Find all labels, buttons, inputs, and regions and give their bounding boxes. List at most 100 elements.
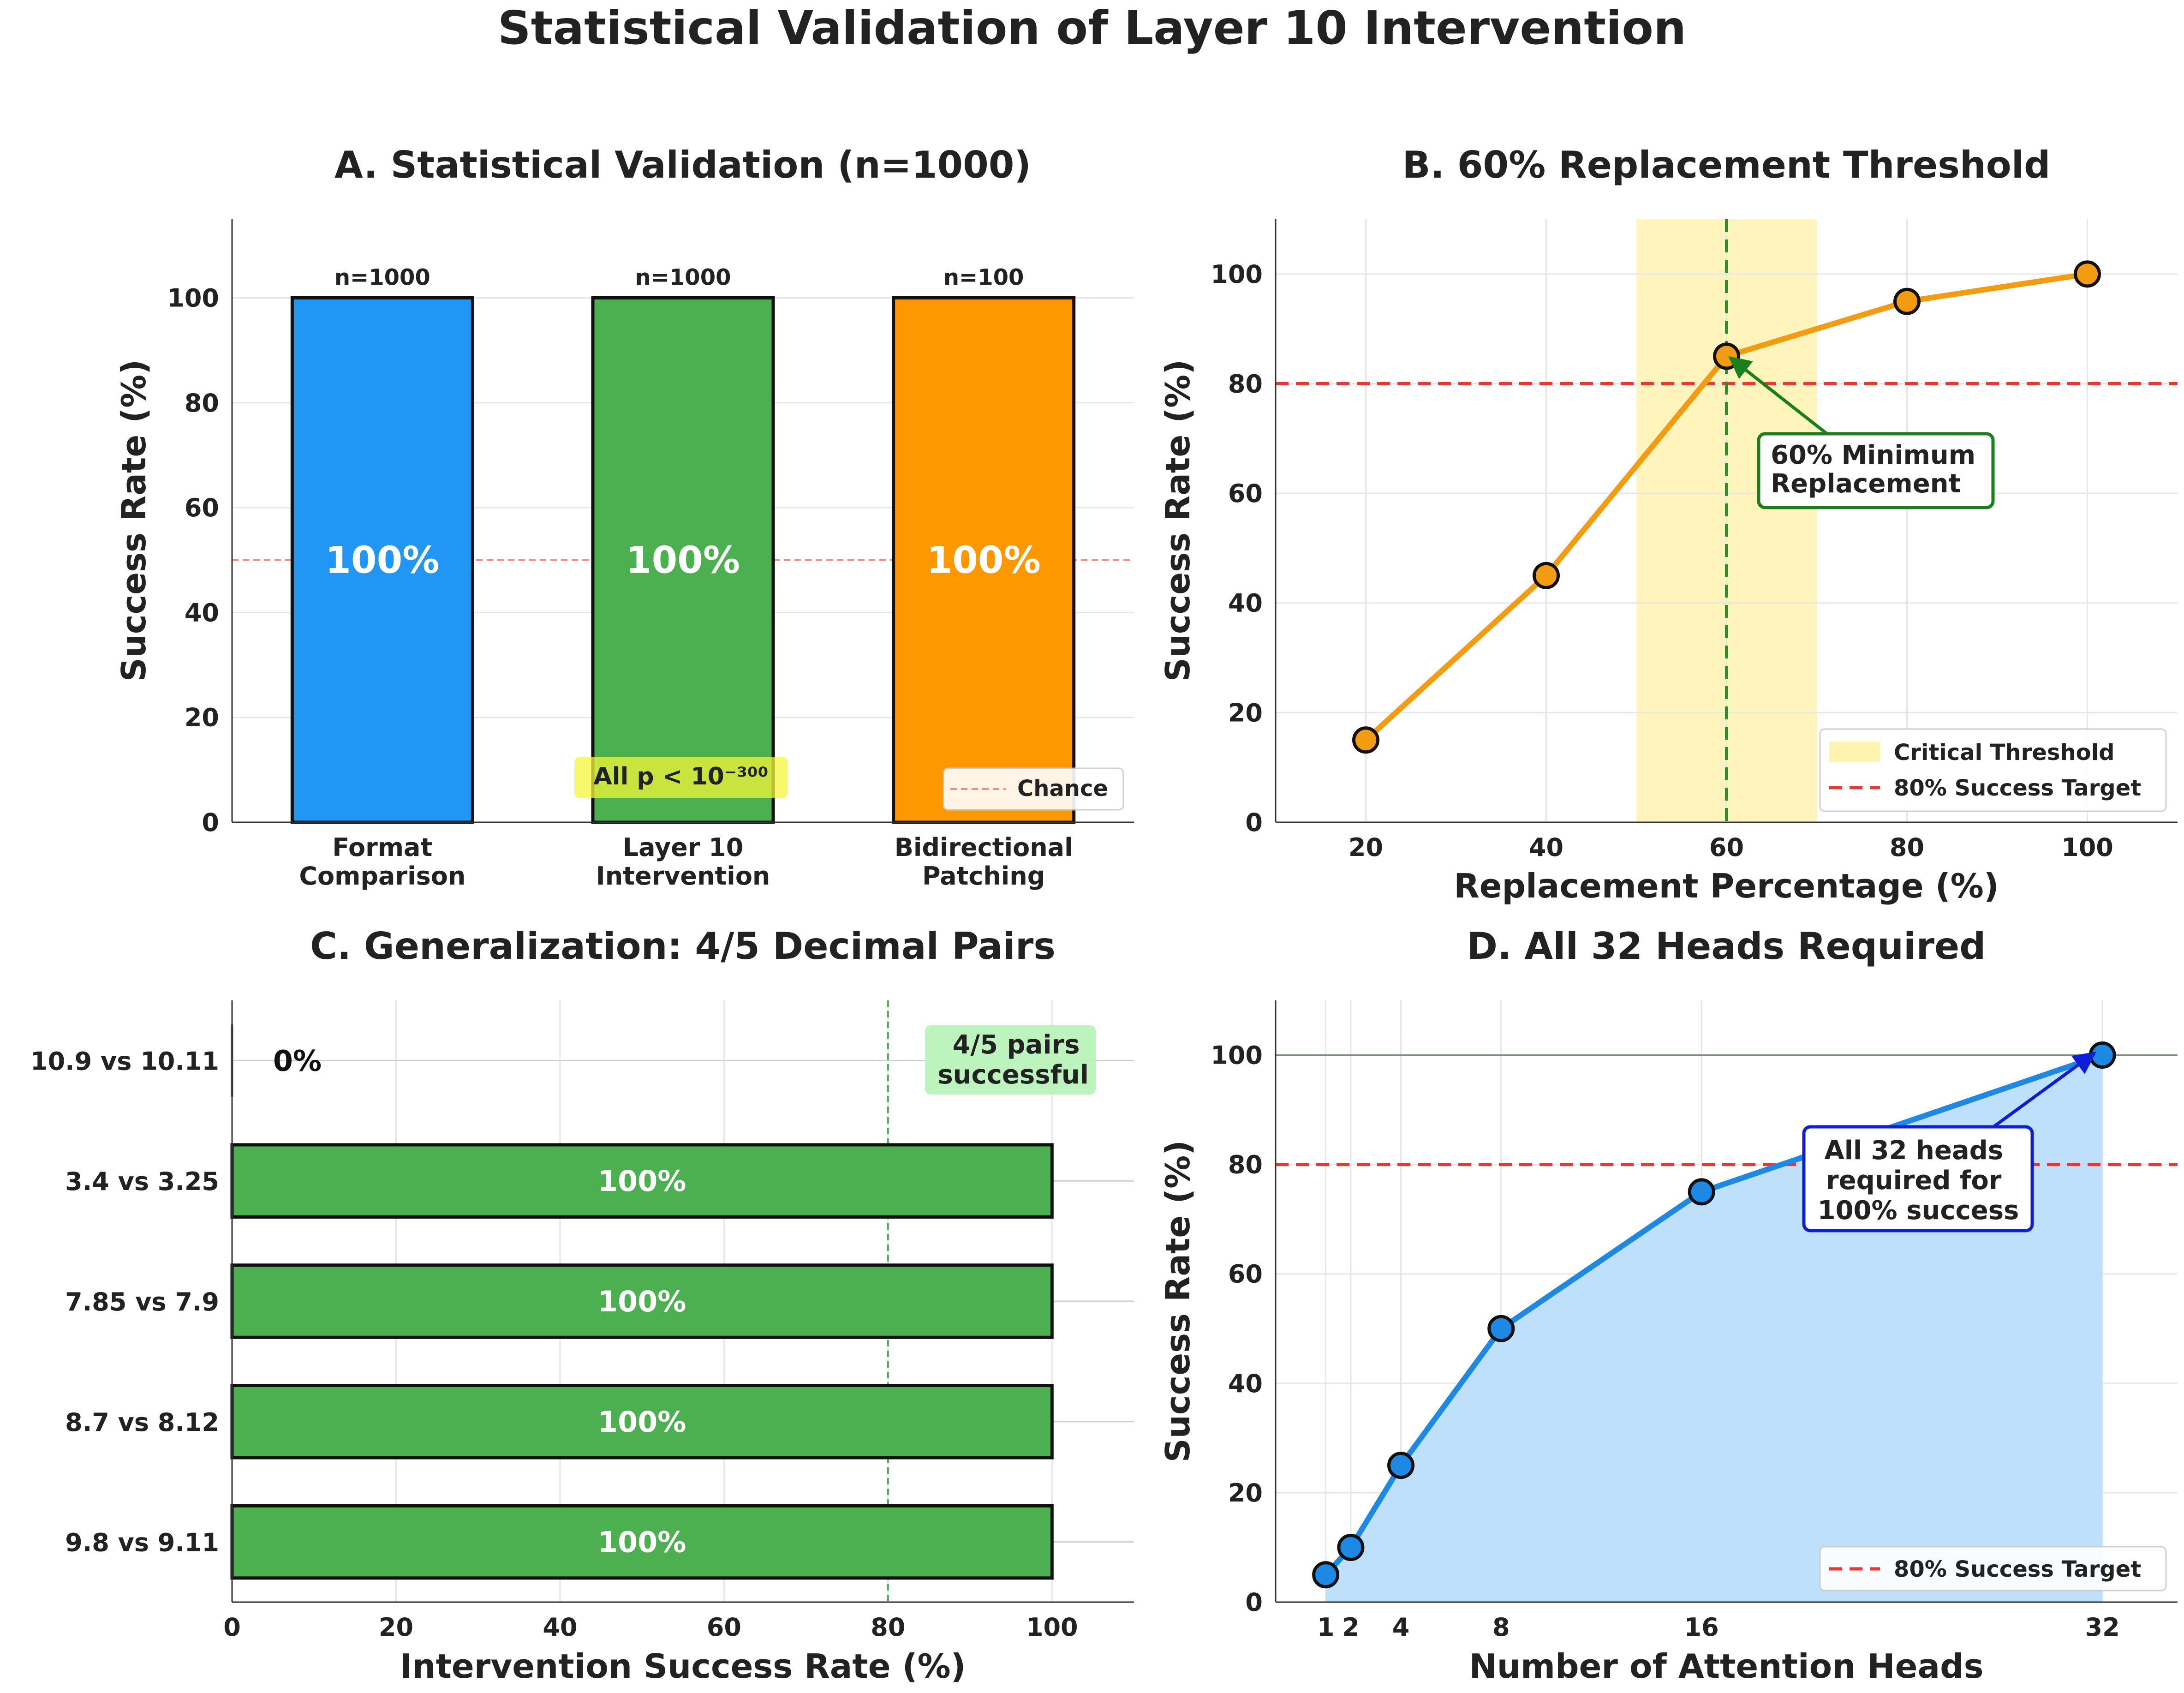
panel-b-point [1713, 342, 1740, 370]
panel-b-legend-threshold-swatch [1829, 742, 1880, 762]
panel-a-ytick-label: 100 [167, 283, 219, 312]
panel-c-ytick-label: 3.4 vs 3.25 [65, 1167, 219, 1196]
panel-c-bar-value-label: 100% [598, 1164, 686, 1198]
panel-a-bar-n-label: n=100 [943, 264, 1024, 290]
panel-d-point [1487, 1315, 1515, 1342]
panel-a-legend: Chance [943, 767, 1124, 811]
panel-d: 0 20 40 60 80 100 1 2 4 8 16 32 D. All 32 Heads Re… [1158, 925, 2178, 1686]
panel-b-annotation-arrow [1728, 356, 1828, 435]
panel-b-legend-target: 80% Success Target [1894, 775, 2141, 801]
panel-c-bars: 0% 100% 100% 100% 100% [230, 1024, 1054, 1580]
panel-a-xtick-label: Bidirectional Patching [895, 833, 1073, 891]
panel-b-annotation-box [1757, 432, 1995, 509]
panel-c-xticks: 0 20 40 60 80 100 [223, 1613, 1078, 1642]
panel-d-xtick-label: 4 [1392, 1613, 1410, 1642]
panel-b-ytick-label: 0 [1245, 808, 1263, 837]
panel-b-ytick-label: 100 [1211, 260, 1263, 289]
panel-d-annotation-box [1802, 1125, 2034, 1232]
panel-b-point [1352, 726, 1379, 754]
panel-c-ytick-label: 8.7 vs 8.12 [65, 1408, 219, 1437]
panel-d-annotation: All 32 heads required for 100% success [1818, 1136, 2019, 1226]
panel-b-yticks: 0 20 40 60 80 100 [1211, 260, 1263, 837]
panel-b-xtick-label: 100 [2061, 833, 2113, 862]
panel-b-point [1533, 562, 1560, 589]
panel-c-ytick-label: 10.9 vs 10.11 [30, 1047, 219, 1076]
panel-c-bar [230, 1263, 1054, 1339]
panel-c-xlabel: Intervention Success Rate (%) [400, 1647, 966, 1686]
panel-c-ytick-label: 9.8 vs 9.11 [65, 1528, 219, 1557]
panel-b-ytick-label: 60 [1228, 479, 1263, 508]
panel-d-ylabel: Success Rate (%) [1158, 1140, 1197, 1462]
panel-a-ylabel: Success Rate (%) [114, 359, 153, 682]
panel-c-yticks: 10.9 vs 10.11 3.4 vs 3.25 7.85 vs 7.9 8.7 v… [30, 1047, 219, 1557]
panel-c-bar [230, 1504, 1054, 1580]
panel-d-legend-target: 80% Success Target [1894, 1556, 2141, 1582]
panel-b-xticks: 20 40 60 80 100 [1349, 833, 2113, 862]
panel-b-ytick-label: 80 [1228, 369, 1263, 398]
panel-d-xtick-label: 32 [2085, 1613, 2120, 1642]
panel-a-ytick-label: 40 [185, 598, 219, 627]
panel-a-bar-value-label: 100% [626, 539, 740, 582]
panel-c-pairs-box [925, 1025, 1096, 1095]
panel-b-point [2074, 260, 2101, 288]
panel-a-ytick-label: 80 [185, 389, 219, 418]
panel-c-bar-value-label: 100% [598, 1525, 686, 1559]
panel-b-ylabel: Success Rate (%) [1158, 359, 1197, 682]
panel-a-ytick-label: 60 [185, 493, 219, 522]
panel-c-xtick-label: 40 [543, 1613, 577, 1642]
panel-a-pvalue-box [574, 757, 788, 798]
panel-a-bar-n-label: n=1000 [635, 264, 731, 290]
panel-d-legend: 80% Success Target [1819, 1546, 2167, 1591]
figure-title: Statistical Validation of Layer 10 Inter… [498, 1, 1686, 55]
panel-a-ytick-label: 20 [185, 703, 219, 732]
panel-a-xtick-label: Layer 10 Intervention [596, 833, 770, 891]
panel-d-ytick-label: 0 [1245, 1588, 1263, 1617]
panel-a-bar [290, 296, 474, 824]
panel-a-bar-value-label: 100% [325, 539, 439, 582]
panel-d-ytick-label: 60 [1228, 1260, 1263, 1289]
panel-a-title: A. Statistical Validation (n=1000) [334, 144, 1031, 186]
panel-a-yticks: 0 20 40 60 80 100 [167, 283, 219, 837]
panel-c-title: C. Generalization: 4/5 Decimal Pairs [310, 925, 1056, 968]
panel-b-xtick-label: 20 [1349, 833, 1383, 862]
panel-d-xlabel: Number of Attention Heads [1469, 1647, 1984, 1686]
panel-b-ytick-label: 20 [1228, 698, 1263, 727]
panel-c-xtick-label: 100 [1026, 1613, 1078, 1642]
panel-a-xtick-label: Format Comparison [299, 833, 465, 891]
panel-c-xtick-label: 80 [871, 1613, 905, 1642]
panel-d-ytick-label: 20 [1228, 1478, 1263, 1508]
panel-a-bar-n-label: n=1000 [334, 264, 430, 290]
panel-c-xtick-label: 0 [223, 1613, 241, 1642]
panel-c: 0% 100% 100% 100% 100% 10.9 vs 10.11 3.4 vs 3… [30, 925, 1134, 1686]
panel-d-points [1312, 1041, 2116, 1589]
panel-c-ytick-label: 7.85 vs 7.9 [65, 1287, 219, 1316]
panel-b-xtick-label: 80 [1890, 833, 1924, 862]
panel-b: 0 20 40 60 80 100 20 40 60 80 100 B. 60% Replacem… [1158, 144, 2178, 905]
panel-c-pairs-annotation: 4/5 pairs successful [937, 1030, 1089, 1090]
panel-a-bar [892, 296, 1076, 824]
panel-b-ytick-label: 40 [1228, 589, 1263, 618]
panel-c-bar-value-label: 0% [273, 1044, 322, 1077]
panel-a-pvalue-annotation: All p < 10⁻³⁰⁰ [593, 763, 768, 790]
panel-b-xtick-label: 40 [1529, 833, 1563, 862]
panel-a-legend-chance: Chance [1017, 776, 1108, 802]
panel-d-ytick-label: 40 [1228, 1369, 1263, 1398]
panel-d-title: D. All 32 Heads Required [1467, 925, 1986, 968]
panel-b-point [1893, 287, 1921, 315]
panel-b-xtick-label: 60 [1709, 833, 1744, 862]
panel-d-yticks: 0 20 40 60 80 100 [1211, 1041, 1263, 1617]
panel-b-annotation: 60% Minimum Replacement [1771, 440, 1985, 499]
panel-a: 100% n=1000 100% n=1000 100% n=100 0 20 40 60 80 1… [114, 144, 1134, 891]
panel-a-bar [591, 296, 775, 824]
panel-c-xtick-label: 60 [707, 1613, 741, 1642]
panel-a-xticks: Format Comparison Layer 10 Intervention Bidi… [299, 833, 1073, 891]
panel-d-ytick-label: 100 [1211, 1041, 1263, 1070]
panel-d-annotation-arrow [1987, 1052, 2096, 1132]
panel-a-bars: 100% n=1000 100% n=1000 100% n=100 [290, 264, 1076, 824]
panel-a-bar-value-label: 100% [927, 539, 1041, 582]
panel-d-point [1688, 1178, 1715, 1206]
panel-b-legend: Critical Threshold 80% Success Target [1819, 728, 2167, 812]
panel-b-legend-threshold: Critical Threshold [1894, 740, 2114, 766]
panel-b-xlabel: Replacement Percentage (%) [1454, 867, 1999, 905]
